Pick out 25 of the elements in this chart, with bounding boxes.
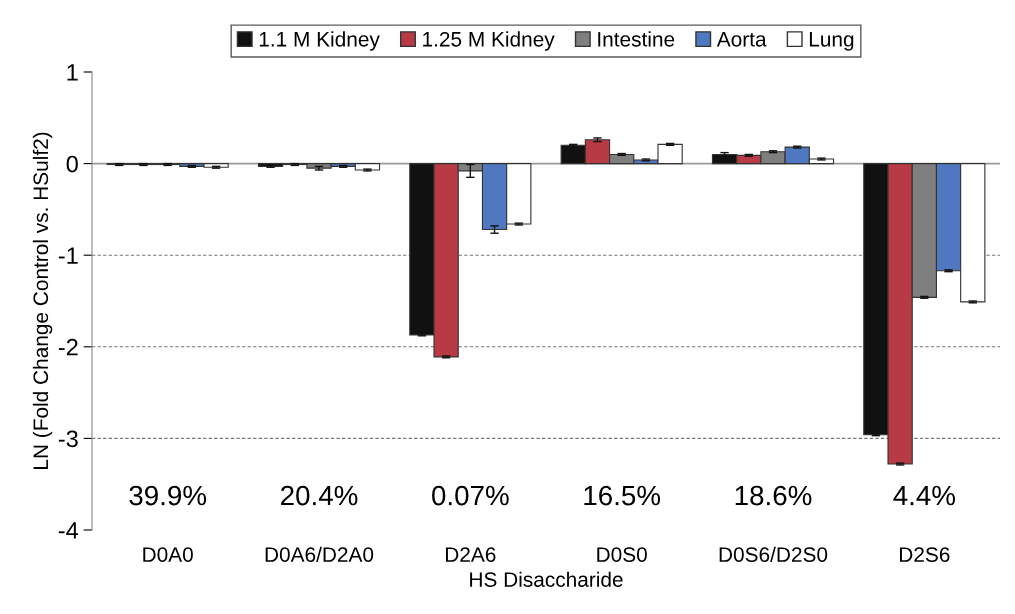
x-tick-label: D0A6/D2A0 <box>265 546 374 562</box>
y-tick-label: 0 <box>66 155 78 173</box>
y-tick-label: -1 <box>58 247 78 264</box>
annotation: 0.07% <box>432 485 509 506</box>
legend-label: Aorta <box>716 32 767 47</box>
legend-label: 1.25 M Kidney <box>423 31 555 51</box>
legend-label: Intestine <box>598 31 675 47</box>
x-tick-label: D2A6 <box>445 547 496 562</box>
annotation: 20.4% <box>281 485 358 506</box>
annotation: 16.5% <box>584 485 661 506</box>
x-tick-label: D0S6/D2S0 <box>719 546 828 562</box>
y-axis-title: LN (Fold Change Control vs. HSulf2) <box>32 132 53 469</box>
legend-label: 1.1 M Kidney <box>259 31 380 51</box>
x-tick-label: D0S0 <box>597 547 647 562</box>
y-tick-label: -2 <box>58 338 78 356</box>
y-tick-label: 1 <box>67 64 78 81</box>
annotation: 39.9% <box>129 485 207 506</box>
x-tick-label: D0A0 <box>143 547 193 562</box>
x-tick-label: D2S6 <box>899 547 950 562</box>
y-tick-label: -4 <box>58 522 79 539</box>
y-tick-label: -3 <box>58 430 78 448</box>
annotation: 18.6% <box>735 485 812 506</box>
annotation: 4.4% <box>893 485 955 506</box>
legend-label: Lung <box>809 32 854 51</box>
x-axis-title: HS Disaccharide <box>470 571 623 587</box>
